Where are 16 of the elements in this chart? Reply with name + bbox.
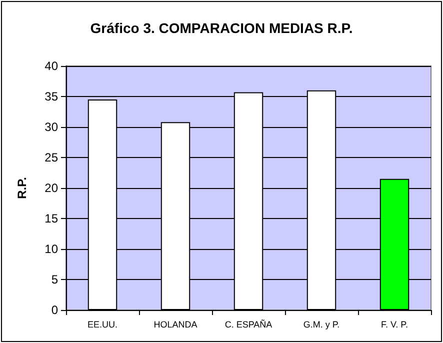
y-tick-label: 30: [44, 120, 58, 134]
y-axis-title: R.P.: [15, 177, 29, 199]
chart-title: Gráfico 3. COMPARACION MEDIAS R.P.: [90, 20, 353, 36]
y-tick-label: 25: [44, 150, 58, 164]
y-tick-label: 40: [44, 59, 58, 73]
x-tick-label: EE.UU.: [87, 320, 118, 330]
x-tick-label: G.M. y P.: [303, 320, 340, 330]
y-tick-label: 5: [51, 272, 58, 286]
y-tick-label: 20: [44, 181, 58, 195]
y-tick-label: 35: [44, 90, 58, 104]
y-tick-label: 10: [44, 242, 58, 256]
x-tick-label: HOLANDA: [154, 320, 198, 330]
x-tick-label: F. V. P.: [380, 320, 408, 330]
x-tick-label: C. ESPAÑA: [224, 320, 272, 330]
y-tick-label: 15: [44, 212, 58, 226]
y-tick-label: 0: [51, 303, 58, 317]
